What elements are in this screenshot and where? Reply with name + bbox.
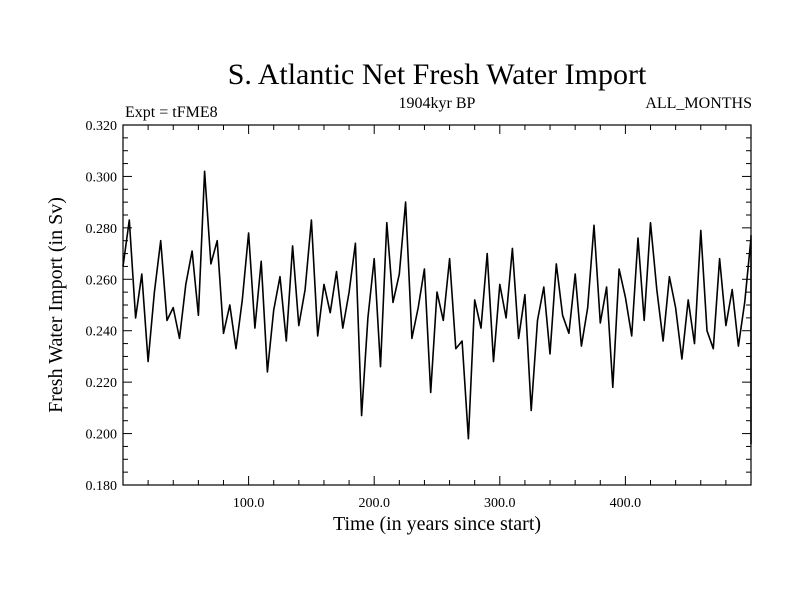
period-label: 1904kyr BP <box>399 95 476 112</box>
x-axis-label: Time (in years since start) <box>333 513 541 535</box>
x-tick-label: 300.0 <box>484 496 516 511</box>
y-tick-label: 0.240 <box>86 325 118 340</box>
x-tick-label: 100.0 <box>233 496 265 511</box>
x-tick-label: 200.0 <box>358 496 390 511</box>
y-tick-label: 0.220 <box>86 376 118 391</box>
months-label: ALL_MONTHS <box>645 95 752 112</box>
x-tick-label: 400.0 <box>610 496 642 511</box>
fresh-water-series-line <box>122 170 752 445</box>
y-tick-label: 0.180 <box>86 479 118 494</box>
y-axis-ticks <box>123 124 751 486</box>
experiment-label: Expt = tFME8 <box>125 104 218 121</box>
y-tick-label: 0.320 <box>86 119 118 134</box>
y-tick-label: 0.300 <box>86 170 118 185</box>
x-axis-ticks <box>147 125 727 485</box>
y-tick-label: 0.260 <box>86 273 118 288</box>
y-tick-label: 0.280 <box>86 222 118 237</box>
plot-frame <box>122 124 752 486</box>
chart-title: S. Atlantic Net Fresh Water Import <box>228 58 647 91</box>
y-axis-tick-labels: 0.180 0.200 0.220 0.240 0.260 0.280 0.300 0.320 <box>86 119 118 494</box>
x-axis-tick-labels: 100.0 200.0 300.0 400.0 <box>233 496 641 511</box>
y-tick-label: 0.200 <box>86 428 118 443</box>
y-axis-label: Fresh Water Import (in Sv) <box>45 197 67 413</box>
